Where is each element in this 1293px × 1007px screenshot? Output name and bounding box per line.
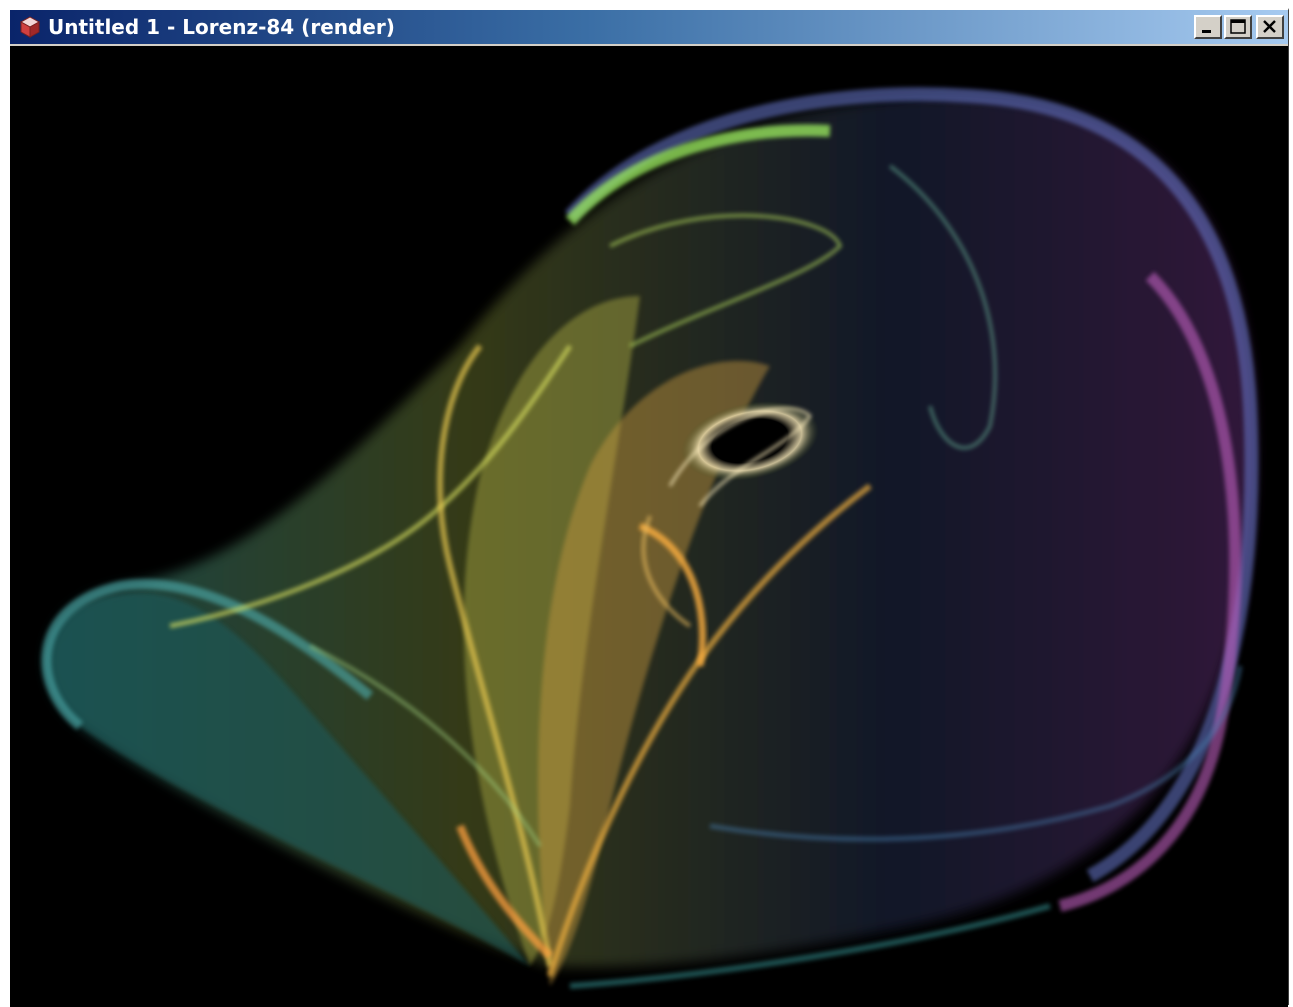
app-window: Untitled 1 - Lorenz-84 (render): [8, 8, 1289, 1007]
window-title: Untitled 1 - Lorenz-84 (render): [48, 15, 395, 39]
window-controls: [1192, 15, 1284, 39]
close-icon: [1263, 20, 1276, 33]
render-canvas[interactable]: [10, 46, 1288, 1007]
maximize-icon: [1230, 19, 1246, 34]
attractor-render: [41, 87, 1259, 989]
minimize-button[interactable]: [1194, 15, 1222, 39]
maximize-button[interactable]: [1224, 15, 1252, 39]
app-cube-icon[interactable]: [18, 15, 42, 39]
title-bar[interactable]: Untitled 1 - Lorenz-84 (render): [10, 10, 1288, 44]
minimize-icon: [1202, 30, 1211, 33]
close-button[interactable]: [1256, 15, 1284, 39]
